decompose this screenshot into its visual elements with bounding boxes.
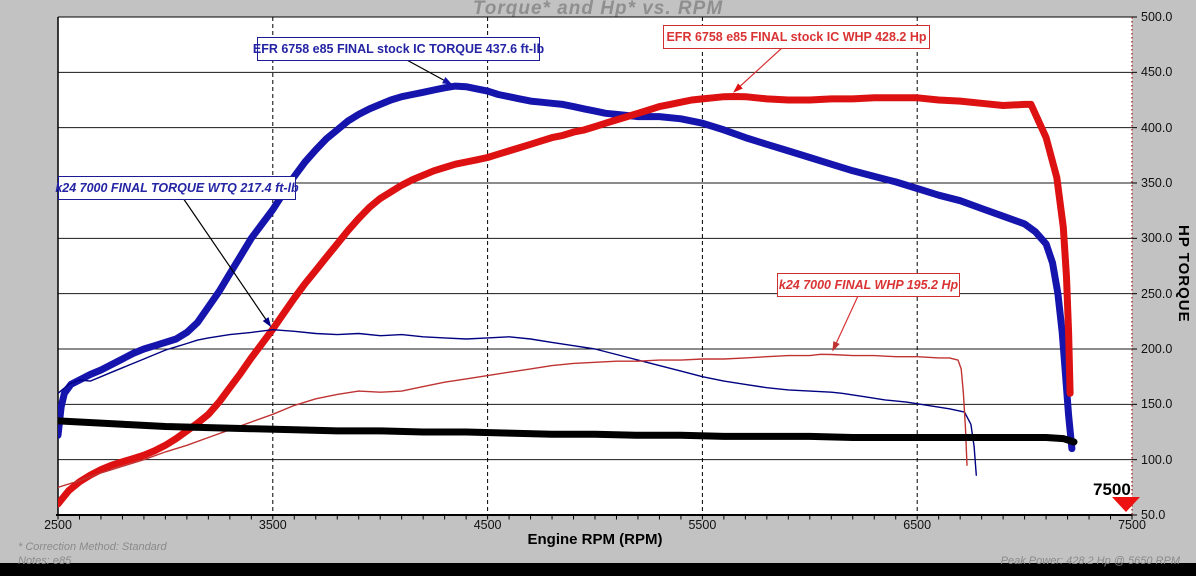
y-tick-label: 50.0 [1141, 508, 1166, 522]
y-tick-label: 100.0 [1141, 452, 1173, 467]
legend-label-efr-torque: EFR 6758 e85 FINAL stock IC TORQUE 437.6… [252, 42, 545, 56]
y-tick-label: 500.0 [1141, 10, 1173, 24]
x-tick-label: 7500 [1118, 518, 1146, 532]
y-tick-label: 250.0 [1141, 286, 1173, 301]
y-tick-label: 200.0 [1141, 342, 1173, 356]
legend-label-efr-whp: EFR 6758 e85 FINAL stock IC WHP 428.2 Hp [666, 30, 927, 44]
y-tick-label: 450.0 [1141, 65, 1173, 80]
legend-box-k24-torque: k24 7000 FINAL TORQUE WTQ 217.4 ft-lb [55, 176, 299, 200]
x-axis-label: Engine RPM (RPM) [527, 531, 663, 548]
y-tick-label: 300.0 [1141, 231, 1173, 246]
legend-box-efr-torque: EFR 6758 e85 FINAL stock IC TORQUE 437.6… [253, 37, 544, 61]
x-tick-label: 6500 [903, 518, 932, 532]
legend-label-k24-whp: k24 7000 FINAL WHP 195.2 Hp [778, 278, 959, 292]
y-tick-label: 400.0 [1141, 120, 1173, 135]
rpm-cursor-readout: 7500 [1093, 480, 1131, 499]
y-axis-label: HP TORQUE [1175, 225, 1192, 323]
x-tick-label: 2500 [44, 518, 72, 532]
x-tick-label: 3500 [258, 518, 287, 532]
y-tick-label: 350.0 [1141, 176, 1173, 190]
rpm-cursor-marker-icon[interactable] [1112, 497, 1140, 512]
chart-title: Torque* and Hp* vs. RPM [472, 0, 724, 19]
legend-box-efr-whp: EFR 6758 e85 FINAL stock IC WHP 428.2 Hp [663, 25, 930, 49]
x-tick-label: 4500 [473, 518, 502, 532]
footer-peak-power: Peak Power: 428.2 Hp @ 5650 RPM [1000, 555, 1180, 567]
footer-correction-method: * Correction Method: Standard [18, 541, 167, 553]
bottom-bar [0, 563, 1196, 576]
legend-label-k24-torque: k24 7000 FINAL TORQUE WTQ 217.4 ft-lb [55, 181, 299, 195]
footer-notes: Notes: e85 [18, 555, 72, 567]
y-tick-label: 150.0 [1141, 397, 1173, 412]
legend-box-k24-whp: k24 7000 FINAL WHP 195.2 Hp [777, 273, 960, 297]
x-tick-label: 5500 [688, 518, 717, 532]
